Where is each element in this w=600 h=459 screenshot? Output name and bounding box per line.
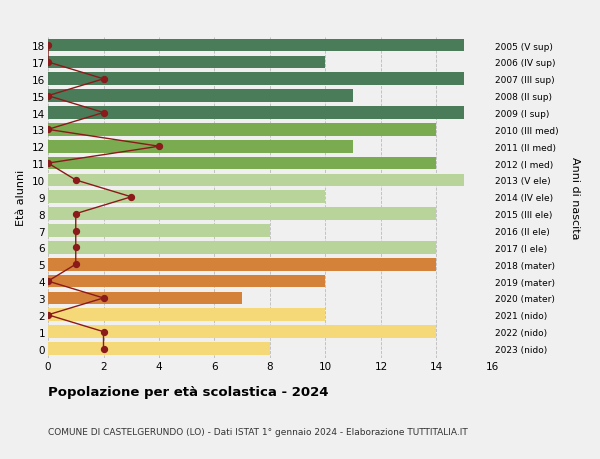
- Bar: [48, 342, 270, 355]
- Bar: [48, 157, 436, 170]
- Bar: [48, 140, 353, 153]
- Point: [98, 345, 109, 353]
- Bar: [48, 309, 325, 321]
- Bar: [48, 241, 436, 254]
- Point: [98, 328, 109, 336]
- Point: [154, 143, 164, 151]
- Point: [98, 76, 109, 83]
- Bar: [48, 124, 436, 136]
- Point: [71, 227, 80, 235]
- Bar: [48, 292, 242, 305]
- Point: [71, 211, 80, 218]
- Bar: [48, 275, 325, 288]
- Y-axis label: Età alunni: Età alunni: [16, 169, 26, 225]
- Bar: [48, 191, 325, 204]
- Text: Popolazione per età scolastica - 2024: Popolazione per età scolastica - 2024: [48, 386, 329, 398]
- Bar: [48, 73, 464, 86]
- Point: [71, 244, 80, 252]
- Point: [43, 42, 53, 50]
- Bar: [48, 56, 325, 69]
- Bar: [48, 325, 436, 338]
- Bar: [48, 258, 436, 271]
- Point: [43, 160, 53, 168]
- Point: [71, 177, 80, 184]
- Point: [43, 93, 53, 100]
- Point: [43, 312, 53, 319]
- Bar: [48, 90, 353, 103]
- Point: [127, 194, 136, 201]
- Bar: [48, 107, 464, 119]
- Point: [43, 59, 53, 67]
- Text: COMUNE DI CASTELGERUNDO (LO) - Dati ISTAT 1° gennaio 2024 - Elaborazione TUTTITA: COMUNE DI CASTELGERUNDO (LO) - Dati ISTA…: [48, 427, 468, 436]
- Bar: [48, 208, 436, 220]
- Point: [71, 261, 80, 269]
- Bar: [48, 174, 464, 187]
- Y-axis label: Anni di nascita: Anni di nascita: [569, 156, 580, 239]
- Bar: [48, 39, 464, 52]
- Point: [43, 278, 53, 285]
- Point: [98, 295, 109, 302]
- Point: [43, 126, 53, 134]
- Bar: [48, 225, 270, 237]
- Point: [98, 110, 109, 117]
